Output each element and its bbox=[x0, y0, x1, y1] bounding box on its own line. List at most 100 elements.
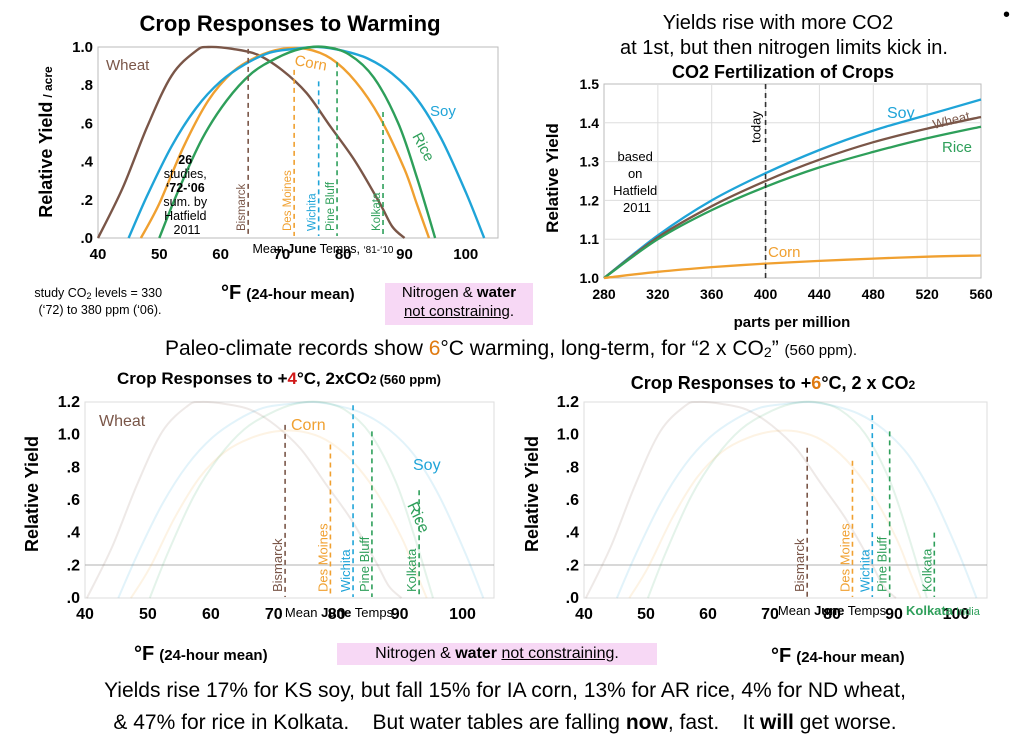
chart2-label-corn: Corn bbox=[768, 244, 801, 261]
nitrogen-note-bottom-underline: not constraining bbox=[501, 645, 615, 662]
chart2-label-rice: Rice bbox=[942, 139, 972, 156]
chart3-label-corn: Corn bbox=[291, 417, 326, 434]
chart4-ytick: 1.0 bbox=[557, 427, 579, 444]
chart2-xtick: 520 bbox=[915, 286, 939, 302]
chart3-label-wheat: Wheat bbox=[99, 413, 146, 430]
chart3-ytick: .0 bbox=[67, 590, 80, 607]
bottom-text-line2: & 47% for rice in Kolkata. But water tab… bbox=[113, 711, 896, 734]
chart1-ytick: .8 bbox=[80, 77, 93, 94]
chart3-ytick: 1.2 bbox=[58, 394, 80, 411]
chart-co2: Yields rise with more CO2 at 1st, but th… bbox=[543, 12, 993, 331]
chart3-reference-curve bbox=[148, 400, 434, 599]
chart4-x-ticks: 40 50 60 70 80 90 100 bbox=[575, 606, 969, 623]
chart4-y-ticks: .0 .2 .4 .6 .8 1.0 1.2 bbox=[557, 394, 579, 607]
chart4-reference-curve bbox=[615, 400, 978, 599]
chart1-xlabel: °F (24-hour mean) bbox=[221, 282, 355, 304]
chart3-vline-caption: Mean June Temps bbox=[285, 605, 394, 620]
chart1-frame bbox=[97, 46, 499, 239]
chart4-frame bbox=[583, 401, 988, 599]
chart2-ylabel: Relative Yield bbox=[543, 123, 562, 233]
chart2-intro-line1: Yields rise with more CO2 bbox=[663, 12, 893, 34]
chart4-ytick: .2 bbox=[566, 557, 579, 574]
chart2-xtick: 560 bbox=[969, 286, 993, 302]
chart4-xtick: 90 bbox=[885, 606, 903, 623]
chart1-xtick: 70 bbox=[274, 246, 291, 263]
study-co2-note: study CO2 levels = 330 (‘72) to 380 ppm … bbox=[34, 286, 165, 317]
chart4-vlines: Bismarck Des Moines Wichita Pine Bluff Kolka… bbox=[792, 415, 936, 597]
chart3-ytick: .8 bbox=[67, 459, 80, 476]
chart3-vline-label: Wichita bbox=[338, 549, 353, 592]
chart4-xtick: 100 bbox=[943, 606, 970, 623]
chart4-reference-curve bbox=[628, 429, 922, 599]
nitrogen-note-bottom-pre: Nitrogen & bbox=[375, 645, 456, 662]
chart1-vlines: Bismarck Des Moines Wichita Pine Bluff Kolka… bbox=[236, 48, 384, 236]
chart3-xtick: 100 bbox=[449, 606, 476, 623]
chart4-vline-label: Wichita bbox=[857, 549, 872, 592]
chart1-label-soy: Soy bbox=[430, 103, 456, 120]
chart1-label-wheat: Wheat bbox=[106, 57, 150, 74]
chart2-series-line bbox=[603, 254, 982, 280]
chart2-series-line bbox=[603, 98, 982, 279]
chart3-reference-curve bbox=[130, 429, 428, 599]
chart1-xtick: 50 bbox=[151, 246, 168, 263]
chart2-ytick: 1.5 bbox=[580, 76, 600, 92]
chart1-ytick: 1.0 bbox=[72, 39, 93, 56]
chart-plus4: Crop Responses to +4°C, 2xCO2 (560 ppm) .… bbox=[22, 369, 495, 665]
chart4-title: Crop Responses to +6°C, 2 x CO2 bbox=[631, 373, 916, 393]
chart3-ytick: .2 bbox=[67, 557, 80, 574]
chart1-vline-label: Kolkata bbox=[371, 192, 383, 231]
chart4-xtick: 60 bbox=[699, 606, 717, 623]
chart1-vline-label: Bismarck bbox=[236, 183, 248, 231]
chart4-vline-label: Bismarck bbox=[792, 538, 807, 592]
chart4-reference-curves bbox=[584, 400, 978, 599]
chart3-title: Crop Responses to +4°C, 2xCO2 (560 ppm) bbox=[117, 369, 441, 388]
chart2-series bbox=[603, 98, 982, 280]
chart3-ytick: .6 bbox=[67, 492, 80, 509]
chart3-ylabel: Relative Yield bbox=[22, 436, 42, 552]
chart2-intro-line2: at 1st, but then nitrogen limits kick in… bbox=[620, 37, 948, 59]
chart2-series-line bbox=[603, 125, 982, 279]
chart1-vline-label: Des Moines bbox=[282, 170, 294, 231]
chart4-ytick: 1.2 bbox=[557, 394, 579, 411]
chart4-vline-label: Kolkata bbox=[919, 548, 934, 592]
chart3-xtick: 40 bbox=[76, 606, 94, 623]
bullet-marker: • bbox=[1003, 4, 1011, 26]
chart1-label-rice: Rice bbox=[408, 130, 437, 164]
chart2-xtick: 360 bbox=[700, 286, 724, 302]
chart2-side-note: based on Hatfield 2011 bbox=[613, 149, 661, 215]
chart2-xtick: 320 bbox=[646, 286, 670, 302]
chart1-series bbox=[96, 45, 486, 239]
chart2-x-ticks: 280 320 360 400 440 480 520 560 bbox=[592, 286, 993, 302]
chart3-ytick: 1.0 bbox=[58, 427, 80, 444]
chart4-xlabel: °F (24-hour mean) bbox=[771, 645, 905, 667]
chart4-reference-curve bbox=[584, 400, 897, 599]
chart1-vline-label: Pine Bluff bbox=[325, 181, 337, 231]
chart3-label-soy: Soy bbox=[413, 457, 441, 474]
chart4-ytick: .6 bbox=[566, 492, 579, 509]
chart1-ytick: .6 bbox=[80, 115, 93, 132]
chart3-xtick: 90 bbox=[391, 606, 409, 623]
chart3-xtick: 80 bbox=[328, 606, 346, 623]
chart4-vline-caption: Mean June Temps bbox=[778, 603, 887, 618]
chart1-ytick: .4 bbox=[80, 154, 93, 171]
chart4-ylabel: Relative Yield bbox=[522, 436, 542, 552]
chart1-series-line bbox=[96, 45, 406, 239]
chart4-xtick: 50 bbox=[637, 606, 655, 623]
chart2-xtick: 280 bbox=[592, 286, 616, 302]
nitrogen-note-top-post: . bbox=[509, 303, 515, 320]
chart1-label-corn: Corn bbox=[293, 52, 328, 74]
chart2-xtick: 440 bbox=[808, 286, 832, 302]
chart3-xlabel: °F (24-hour mean) bbox=[134, 643, 268, 665]
chart4-vline-label: Des Moines bbox=[838, 523, 853, 592]
chart3-xtick: 60 bbox=[202, 606, 220, 623]
nitrogen-note-top-pre: Nitrogen & bbox=[401, 284, 477, 301]
chart4-xtick: 70 bbox=[761, 606, 779, 623]
chart1-xtick: 90 bbox=[396, 246, 413, 263]
nitrogen-note-top: Nitrogen & water not constraining. bbox=[385, 283, 533, 325]
chart4-vline-label: Pine Bluff bbox=[875, 536, 890, 592]
chart1-title: Crop Responses to Warming bbox=[139, 11, 440, 36]
chart3-xtick: 50 bbox=[139, 606, 157, 623]
nitrogen-note-top-underline: not constraining bbox=[403, 303, 510, 320]
chart1-vline-label: Wichita bbox=[307, 193, 319, 231]
